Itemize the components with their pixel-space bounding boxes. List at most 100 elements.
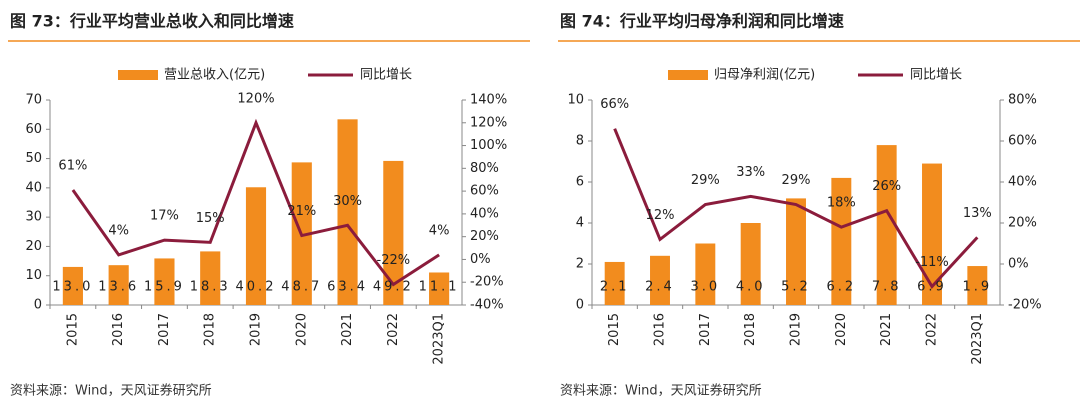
x-tick-label: 2023Q1 (432, 313, 447, 365)
x-tick-label: 2023Q1 (970, 313, 985, 365)
line-label: 15% (196, 211, 225, 226)
bar (695, 243, 716, 305)
y-tick-label: 40 (25, 180, 42, 195)
y-tick-label: 2 (576, 257, 584, 272)
x-tick-label: 2015 (607, 313, 622, 346)
y-tick-label: 4 (576, 216, 584, 231)
y2-tick-label: -20% (1008, 298, 1042, 313)
y2-tick-label: 40% (1008, 175, 1037, 190)
x-tick-label: 2016 (653, 313, 668, 346)
line-label: 4% (429, 223, 450, 238)
bar-label: 11.1 (419, 280, 460, 295)
bar-label: 48.7 (281, 280, 322, 295)
y2-tick-label: 80% (470, 161, 499, 176)
bar-label: 13.6 (98, 280, 139, 295)
y-tick-label: 10 (25, 268, 42, 283)
x-tick-label: 2015 (65, 313, 80, 346)
x-tick-label: 2019 (249, 313, 264, 346)
x-tick-label: 2018 (743, 313, 758, 346)
x-tick-label: 2018 (203, 313, 218, 346)
y2-tick-label: 20% (470, 229, 499, 244)
line-label: 21% (287, 204, 316, 219)
bar (429, 272, 450, 305)
line-label: -22% (377, 253, 411, 268)
bar (604, 261, 625, 305)
y-tick-label: 6 (576, 175, 584, 190)
y2-tick-label: 60% (1008, 134, 1037, 149)
bar-label: 63.4 (327, 280, 368, 295)
bar-label: 2.1 (600, 280, 630, 295)
bar-label: 6.2 (826, 280, 856, 295)
line-label: 4% (108, 223, 129, 238)
x-tick-label: 2020 (294, 313, 309, 346)
line-label: 120% (237, 91, 274, 106)
source: 资料来源：Wind，天风证券研究所 (10, 383, 212, 399)
line-label: 30% (333, 194, 362, 209)
bar (154, 258, 175, 305)
line-label: 33% (736, 165, 765, 180)
y-tick-label: 50 (25, 151, 42, 166)
line-label: 26% (872, 179, 901, 194)
bar-label: 49.2 (373, 280, 414, 295)
bar-label: 3.0 (690, 280, 720, 295)
y2-tick-label: 100% (470, 138, 507, 153)
chart-title: 图 73：行业平均营业总收入和同比增速 (10, 12, 294, 31)
y-tick-label: 70 (25, 93, 42, 108)
bar-label: 1.9 (962, 280, 992, 295)
bar (337, 119, 358, 305)
line-label: 17% (150, 209, 179, 224)
line-label: -11% (915, 255, 949, 270)
line-label: 12% (646, 208, 675, 223)
bar (650, 255, 670, 305)
y2-tick-label: -40% (470, 298, 504, 313)
y-tick-label: 60 (25, 122, 42, 137)
x-tick-label: 2017 (157, 313, 172, 346)
bar-label: 2.4 (645, 280, 675, 295)
x-tick-label: 2021 (879, 313, 894, 346)
line-label: 61% (58, 158, 87, 173)
bar (245, 187, 267, 305)
bar-label: 7.8 (872, 280, 902, 295)
legend-label: 同比增长 (910, 68, 962, 83)
bar (62, 266, 83, 305)
legend-swatch (668, 70, 708, 80)
bar (740, 223, 761, 305)
bar (786, 198, 806, 305)
bar (967, 266, 988, 305)
bar-label: 6.9 (917, 280, 947, 295)
bar (876, 145, 897, 305)
bar (200, 251, 221, 305)
line-label: 66% (600, 97, 629, 112)
x-tick-label: 2019 (789, 313, 804, 346)
y2-tick-label: 120% (470, 115, 507, 130)
x-tick-label: 2017 (698, 313, 713, 346)
bar-label: 40.2 (236, 280, 277, 295)
y2-tick-label: 40% (470, 206, 499, 221)
line-label: 29% (782, 173, 811, 188)
source: 资料来源：Wind，天风证券研究所 (560, 383, 762, 399)
y-tick-label: 10 (567, 93, 584, 108)
chart-title: 图 74：行业平均归母净利润和同比增速 (560, 12, 844, 31)
y2-tick-label: 140% (470, 93, 507, 108)
bar-label: 4.0 (736, 280, 766, 295)
bar (383, 160, 404, 305)
y-tick-label: 0 (34, 298, 42, 313)
line (71, 118, 440, 287)
y-tick-label: 30 (25, 210, 42, 225)
bar-label: 13.0 (52, 280, 93, 295)
y-tick-label: 0 (576, 298, 584, 313)
y2-tick-label: 0% (1008, 257, 1029, 272)
y2-tick-label: -20% (470, 275, 504, 290)
x-tick-label: 2016 (111, 313, 126, 346)
line-label: 13% (963, 206, 992, 221)
bar-label: 18.3 (190, 280, 231, 295)
x-tick-label: 2021 (340, 313, 355, 346)
bar (108, 265, 129, 305)
y2-tick-label: 60% (470, 184, 499, 199)
legend-label: 归母净利润(亿元) (714, 68, 815, 83)
legend-label: 同比增长 (360, 68, 412, 83)
x-tick-label: 2022 (386, 313, 401, 346)
line-label: 29% (691, 173, 720, 188)
y2-tick-label: 80% (1008, 93, 1037, 108)
